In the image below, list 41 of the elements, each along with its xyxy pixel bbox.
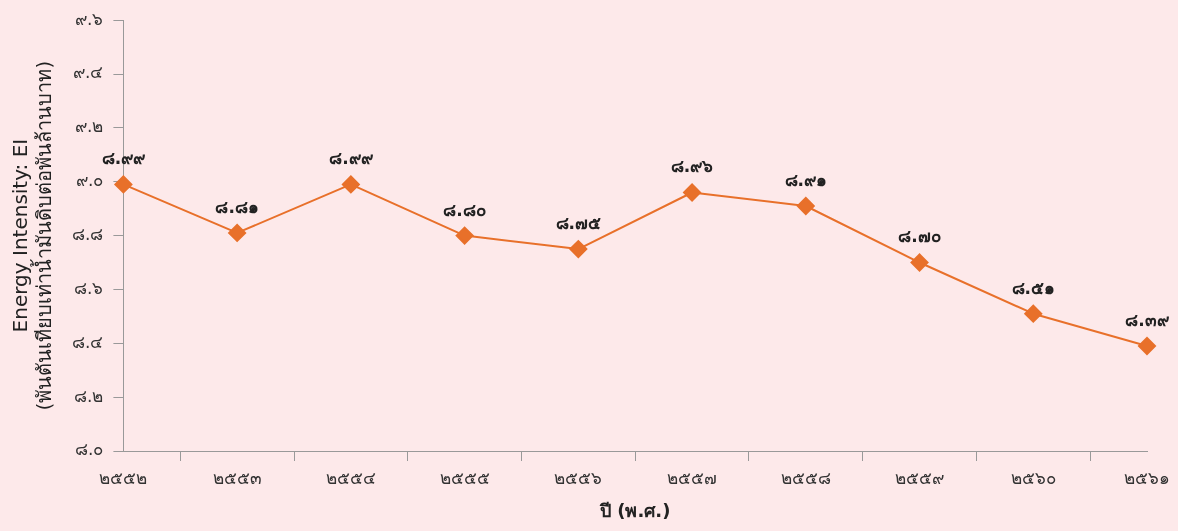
point [455,226,474,245]
data-label: ๘.๓๙ [1125,309,1169,330]
y-tick-label: ๘.๘ [72,224,104,245]
point [341,175,360,194]
x-tick-label: ๒๕๕๔ [325,467,376,488]
x-tick-label: ๒๕๕๒ [99,467,148,488]
y-tick-label: ๘.๔ [72,331,104,352]
x-tick-label: ๒๕๕๗ [667,467,718,488]
data-label: ๘.๙๑ [784,169,828,190]
data-label: ๘.๙๙ [101,148,146,169]
point [1024,304,1043,323]
y-tick-label: ๙.๔ [73,62,104,83]
point [796,196,815,215]
data-label: ๘.๘๑ [215,196,259,217]
y-tick-label: ๙.๒ [75,116,104,137]
x-axis-title: ปี (พ.ศ.) [599,499,671,521]
x-tick-label: ๒๕๕๖ [554,467,603,488]
data-label: ๘.๗๕ [555,212,602,233]
y-tick-label: ๘.๐ [75,439,104,460]
data-label: ๘.๕๑ [1011,277,1055,298]
x-tick-label: ๒๕๕๓ [212,467,262,488]
x-tick-label: ๒๕๖๐ [1010,467,1056,488]
y-tick-label: ๙.๖ [75,8,104,29]
y-tick-label: ๘.๖ [74,277,104,298]
y-tick-label: ๙.๐ [76,170,104,191]
x-tick-label: ๒๕๖๑ [1124,467,1170,488]
x-tick-label: ๒๕๕๕ [439,467,490,488]
data-label: ๘.๘๐ [443,199,486,220]
x-tick-label: ๒๕๕๘ [780,467,831,488]
data-label: ๘.๗๐ [898,226,941,247]
point [228,223,247,242]
point [114,175,133,194]
y-axis-title: Energy Intensity: EI (พันตันเทียบเท่าน้ำมันดิบต่อพันล้านบาท) [8,60,57,411]
point [1138,336,1156,355]
point [683,183,702,202]
point [569,240,588,259]
y-tick-label: ๘.๒ [74,385,104,406]
point [910,253,929,272]
x-tick-label: ๒๕๕๙ [895,467,945,488]
data-label: ๘.๙๖ [670,156,714,177]
data-label: ๘.๙๙ [329,148,373,169]
